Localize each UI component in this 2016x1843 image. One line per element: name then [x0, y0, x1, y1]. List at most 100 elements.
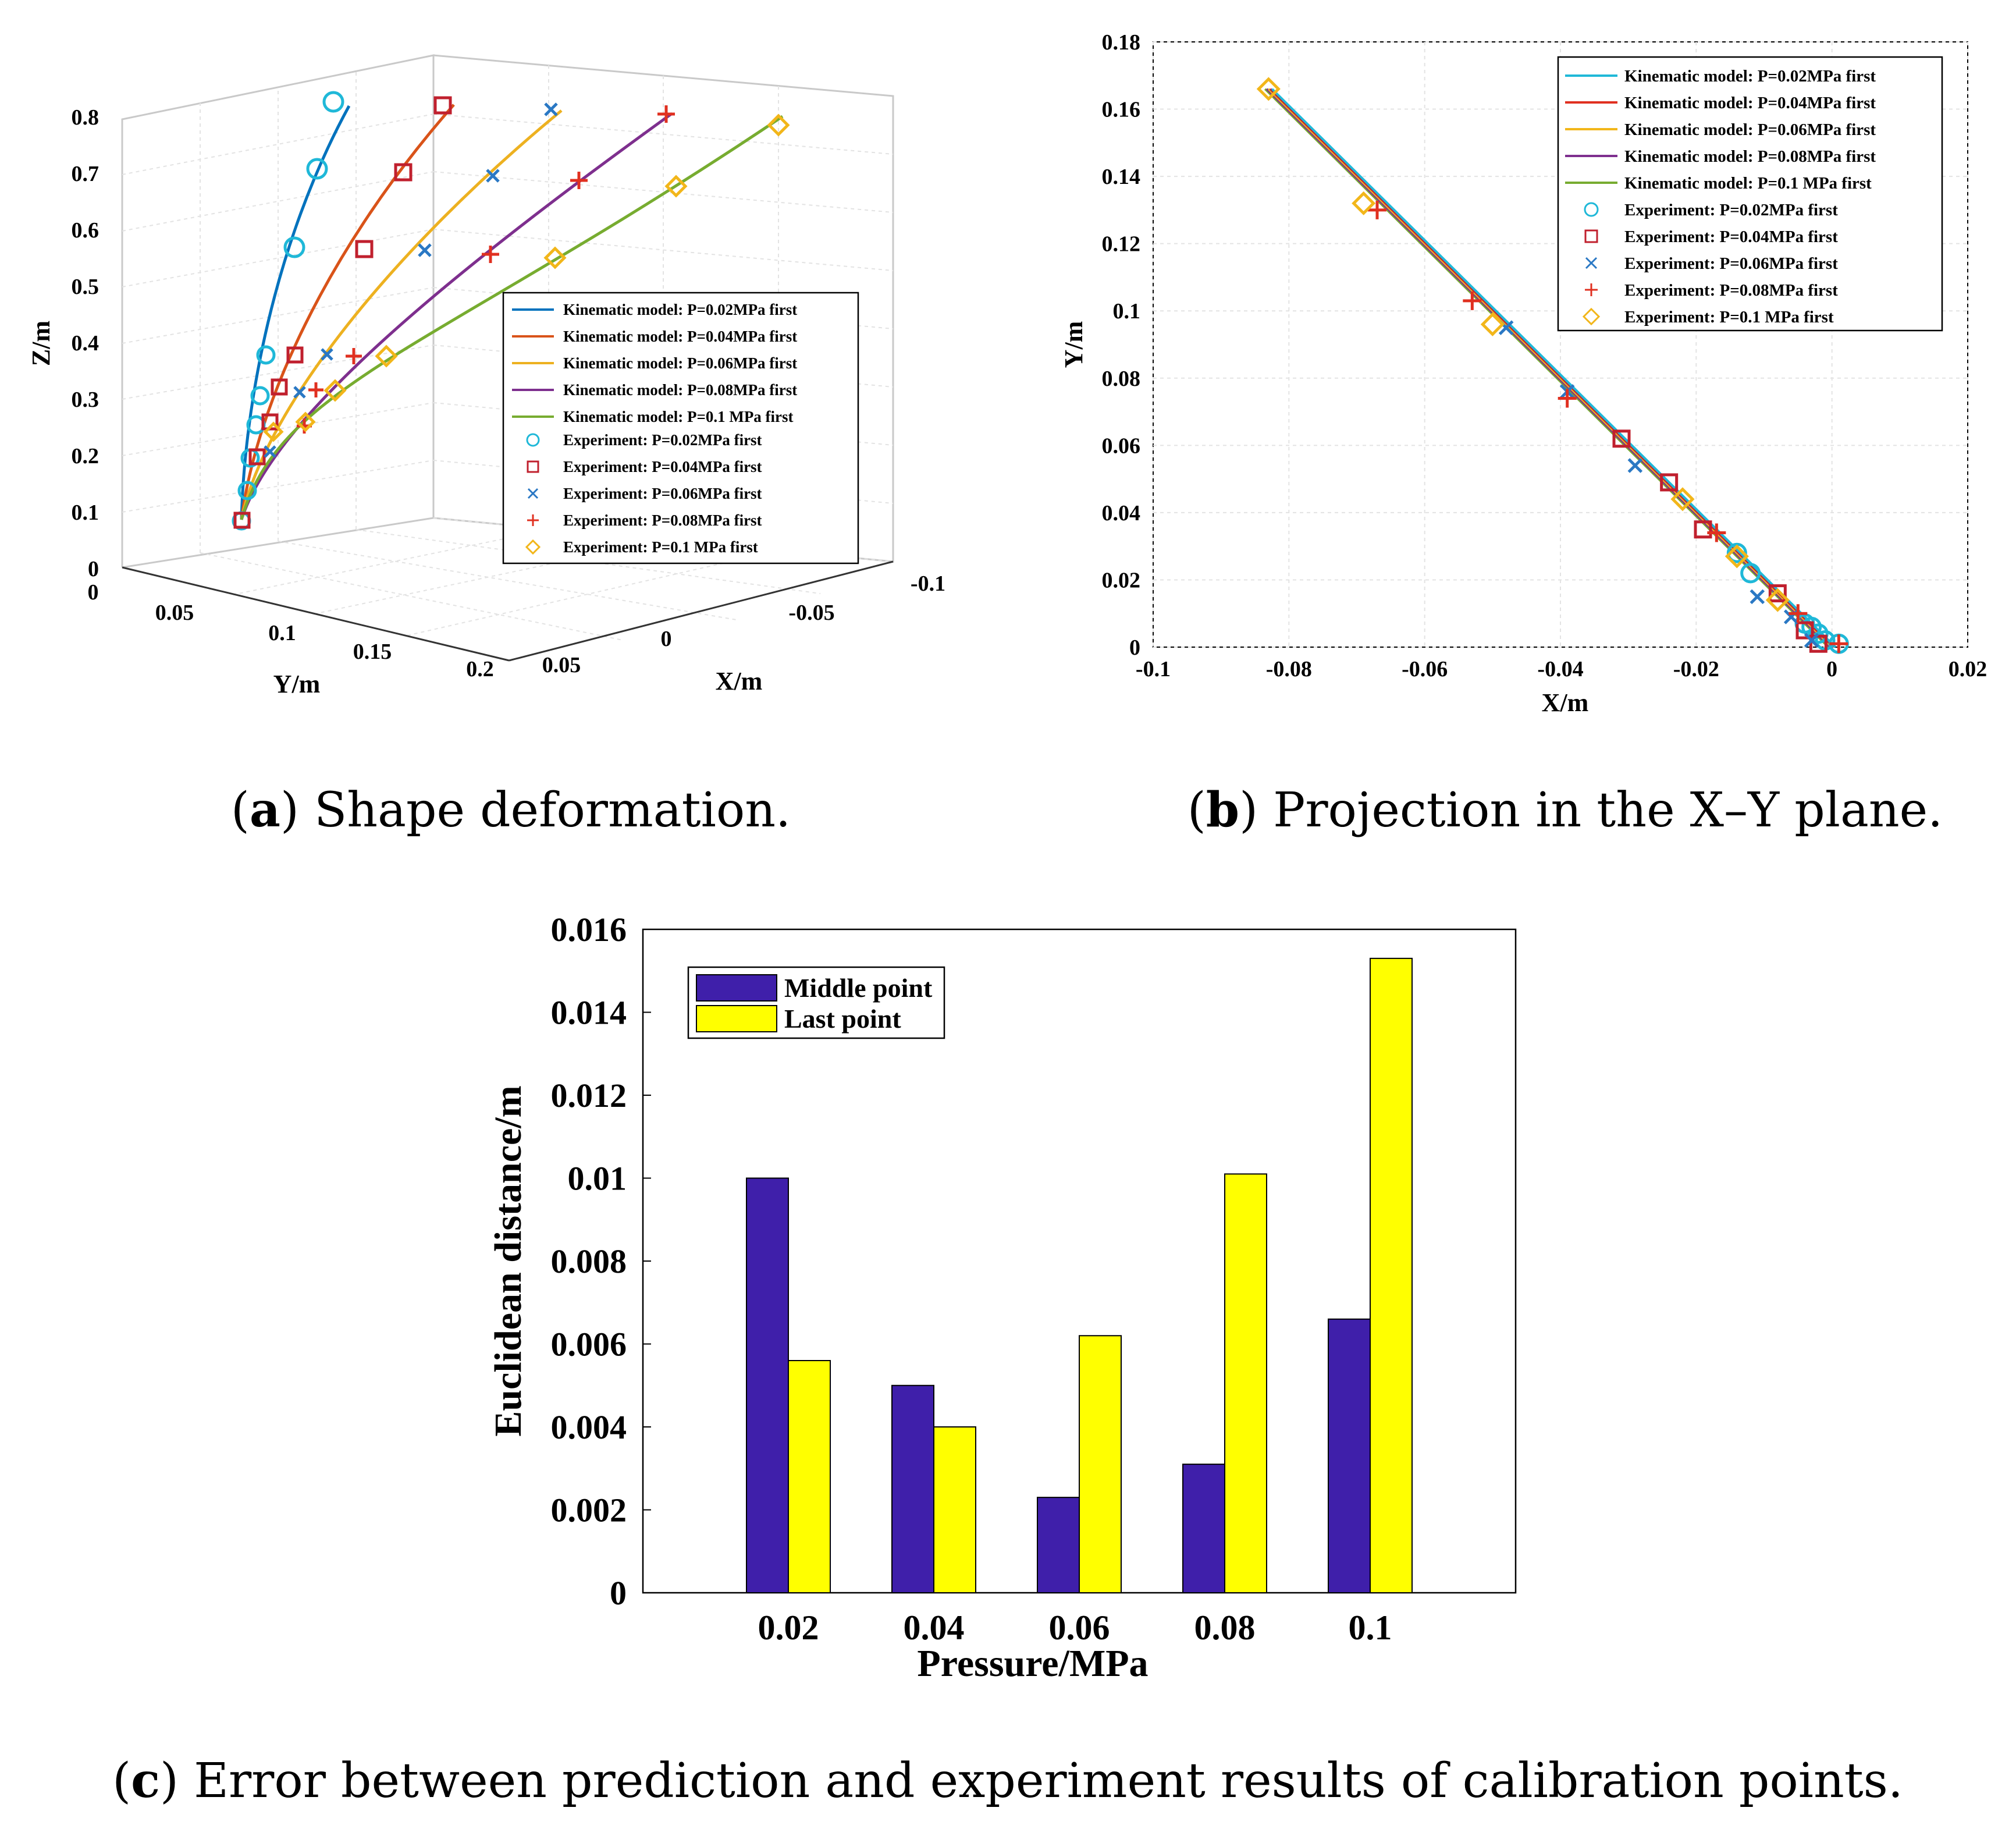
panel-b-marker-circle	[1740, 563, 1761, 584]
caption-c-text: Error between prediction and experiment …	[179, 1753, 1903, 1809]
panel-b-xy-plot: -0.1 -0.08 -0.06 -0.04 -0.02 0 0.02 0 0.02 0.04 0.…	[1059, 30, 1987, 717]
panel-b-y-label: Y/m	[1059, 321, 1088, 368]
bar-middle-point	[746, 1177, 789, 1593]
panel-b-model-line	[1264, 88, 1830, 648]
panel-c-x-tick: 0.06	[1049, 1608, 1110, 1647]
panel-b-marker-diamond	[1765, 588, 1790, 612]
legend-swatch-last	[696, 1005, 777, 1032]
panel-b-y-tick: 0.12	[1102, 232, 1141, 257]
bar-middle-point	[891, 1384, 934, 1593]
legend-b-model-2: Kinematic model: P=0.04MPa first	[1624, 94, 1876, 112]
legend-b-exp-4: Experiment: P=0.08MPa first	[1624, 281, 1838, 300]
panel-a-y-label: Y/m	[273, 670, 321, 698]
caption-b-text: Projection in the X–Y plane.	[1258, 783, 1943, 838]
curve-p008	[240, 112, 673, 520]
panel-a-x-label: X/m	[716, 667, 763, 695]
z-tick-3: 0.3	[72, 388, 99, 412]
curve-p01	[240, 115, 784, 520]
panel-b-model-line	[1267, 88, 1833, 648]
panel-c-y-tick: 0.002	[551, 1492, 627, 1529]
legend-a-model-5: Kinematic model: P=0.1 MPa first	[563, 408, 794, 425]
panel-b-marker-square	[1809, 634, 1827, 653]
y-tick-0: 0	[88, 580, 99, 605]
legend-b-model-4: Kinematic model: P=0.08MPa first	[1624, 147, 1876, 166]
panel-b-marker-x	[1804, 633, 1819, 648]
panel-b-y-tick: 0.16	[1102, 98, 1141, 122]
bar-middle-point	[1328, 1318, 1371, 1593]
bar-last-point	[788, 1360, 831, 1593]
panel-b-model-line	[1265, 88, 1832, 648]
panel-b-marker-x	[1627, 458, 1643, 473]
y-tick-4: 0.2	[466, 657, 494, 681]
panel-b-marker-circle	[1726, 542, 1747, 563]
z-tick-6: 0.6	[72, 218, 99, 243]
panel-b-marker-x	[1750, 589, 1765, 605]
panel-b-marker-square	[1660, 473, 1679, 492]
legend-swatch-middle	[696, 974, 777, 1002]
z-tick-0: 0	[88, 557, 99, 581]
panel-a-exp-006	[264, 102, 558, 458]
panel-b-marker-plus	[1368, 200, 1386, 219]
panel-c-y-tick: 0.006	[551, 1326, 627, 1363]
panel-c-x-label: Pressure/MPa	[917, 1642, 1148, 1685]
panel-b-ticks: -0.1 -0.08 -0.06 -0.04 -0.02 0 0.02 0 0.02 0.04 0.…	[1102, 30, 1987, 681]
panel-b-marker-plus	[1829, 634, 1848, 654]
legend-a-model-4: Kinematic model: P=0.08MPa first	[563, 381, 797, 399]
panel-b-marker-plus	[1789, 604, 1808, 623]
bar-last-point	[1079, 1335, 1122, 1593]
panel-c-y-tick: 0.014	[551, 994, 627, 1032]
panel-c-y-label: Euclidean distance/m	[487, 1085, 529, 1436]
panel-b-y-tick: 0.08	[1102, 367, 1141, 391]
panel-b-x-tick: -0.06	[1402, 657, 1448, 681]
bar-middle-point	[1037, 1497, 1080, 1593]
legend-c-last: Last point	[784, 1004, 901, 1034]
x-tick-2: 0	[661, 627, 672, 651]
z-tick-1: 0.1	[72, 500, 99, 525]
panel-b-marker-diamond	[1670, 487, 1695, 512]
panel-c-bar-chart: 0 0.002 0.004 0.006 0.008 0.01 0.012 0.014 0.016…	[487, 911, 1517, 1685]
y-tick-3: 0.15	[353, 640, 392, 664]
caption-b-letter: b	[1206, 782, 1239, 838]
panel-b-x-tick: -0.02	[1673, 657, 1719, 681]
panel-b-x-tick: -0.08	[1266, 657, 1312, 681]
legend-a-exp-5: Experiment: P=0.1 MPa first	[563, 538, 758, 556]
caption-c: (c) Error between prediction and experim…	[112, 1753, 1903, 1809]
panel-b-y-tick: 0.1	[1113, 299, 1141, 324]
legend-a-exp-3: Experiment: P=0.06MPa first	[563, 485, 762, 502]
legend-a-model-1: Kinematic model: P=0.02MPa first	[563, 301, 797, 318]
panel-b-marker-plus	[1707, 523, 1726, 542]
caption-a: (a) Shape deformation.	[231, 782, 791, 838]
legend-a-model-3: Kinematic model: P=0.06MPa first	[563, 354, 797, 372]
panel-c-y-tick: 0.016	[551, 911, 627, 949]
panel-b-marker-diamond	[1725, 544, 1749, 569]
caption-b: (b) Projection in the X–Y plane.	[1187, 782, 1943, 838]
z-tick-4: 0.4	[72, 331, 99, 356]
panel-a-model-curves	[240, 104, 784, 520]
legend-c-middle: Middle point	[784, 973, 933, 1003]
legend-b-model-3: Kinematic model: P=0.06MPa first	[1624, 120, 1876, 139]
panel-c-y-tick: 0.008	[551, 1242, 627, 1280]
bar-middle-point	[1182, 1464, 1225, 1593]
curve-p004	[240, 104, 455, 520]
panel-a-exp-004	[233, 96, 452, 529]
caption-a-letter: a	[250, 782, 280, 838]
legend-b-exp-3: Experiment: P=0.06MPa first	[1624, 254, 1838, 273]
z-tick-2: 0.2	[72, 444, 99, 468]
panel-b-marker-diamond	[1352, 191, 1376, 215]
panel-b-y-tick: 0.14	[1102, 165, 1141, 189]
panel-b-model-line	[1271, 88, 1837, 648]
x-tick-1: -0.05	[788, 601, 834, 625]
panel-b-x-tick: -0.04	[1537, 657, 1583, 681]
y-tick-2: 0.1	[268, 621, 296, 645]
legend-a-exp-4: Experiment: P=0.08MPa first	[563, 512, 762, 529]
panel-c-ticks: 0 0.002 0.004 0.006 0.008 0.01 0.012 0.014 0.016…	[551, 911, 1392, 1647]
legend-a-model-2: Kinematic model: P=0.04MPa first	[563, 328, 797, 345]
caption-a-text: Shape deformation.	[299, 783, 791, 838]
panel-b-marker-plus	[1558, 389, 1577, 408]
panel-b-marker-square	[1612, 429, 1631, 448]
panel-c-x-tick: 0.08	[1194, 1608, 1256, 1647]
curve-p002	[240, 105, 351, 520]
bar-last-point	[933, 1426, 976, 1593]
curve-p006	[240, 109, 563, 520]
